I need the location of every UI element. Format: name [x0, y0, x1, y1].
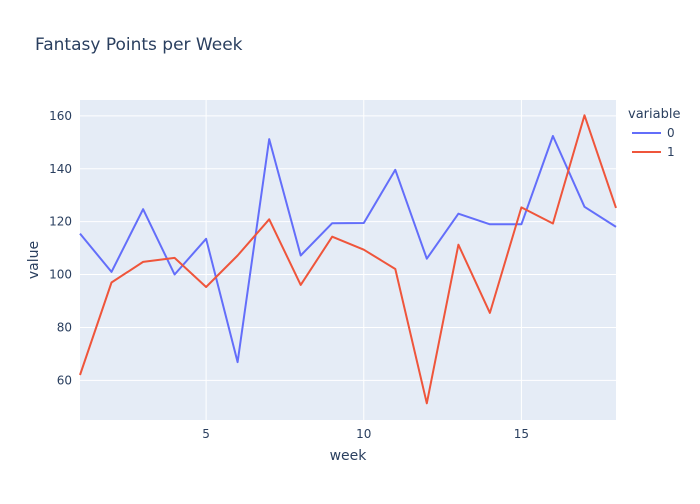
- chart-title: Fantasy Points per Week: [35, 35, 243, 55]
- series-line-1[interactable]: [79, 114, 617, 405]
- legend-title: variable: [628, 107, 680, 122]
- y-tick-label: 60: [57, 373, 72, 387]
- y-tick-label: 140: [49, 162, 72, 176]
- legend[interactable]: variable 0 1: [628, 107, 680, 159]
- plot-area: [80, 100, 616, 420]
- x-tick-label: 15: [514, 427, 529, 441]
- y-tick-labels: 60 80 100 120 140 160: [49, 109, 72, 387]
- y-tick-label: 160: [49, 109, 72, 123]
- x-tick-labels: 5 10 15: [202, 427, 529, 441]
- y-tick-label: 120: [49, 215, 72, 229]
- legend-label-0: 0: [667, 126, 675, 140]
- y-tick-label: 100: [49, 268, 72, 282]
- x-axis-title: week: [330, 448, 368, 464]
- legend-label-1: 1: [667, 145, 675, 159]
- y-axis-title: value: [26, 241, 42, 279]
- x-tick-label: 5: [202, 427, 210, 441]
- grid-lines: [80, 100, 616, 420]
- series-layer: [79, 114, 617, 405]
- y-tick-label: 80: [57, 320, 72, 334]
- x-tick-label: 10: [356, 427, 371, 441]
